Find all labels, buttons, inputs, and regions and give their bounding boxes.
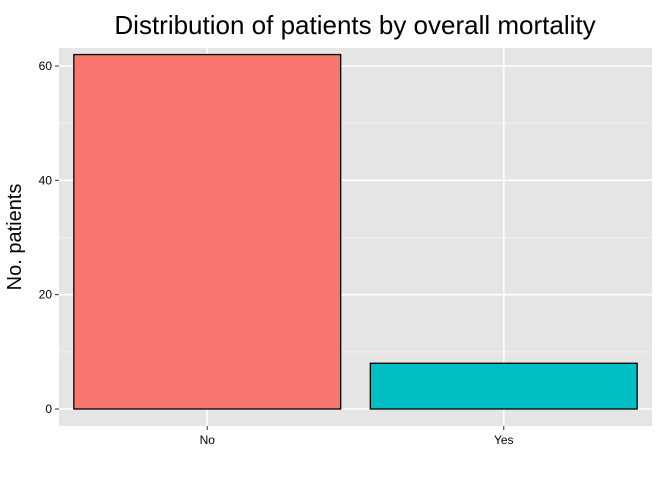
x-tick-label: No <box>200 433 216 447</box>
y-axis-ticks: 0 20 40 60 <box>39 59 59 416</box>
y-tick-label: 20 <box>39 288 53 302</box>
y-tick-label: 40 <box>39 173 53 187</box>
x-axis-ticks: No Yes <box>200 426 514 447</box>
y-axis-label: No. patients <box>4 184 26 291</box>
bar-no <box>73 53 342 410</box>
x-tick-label: Yes <box>494 433 514 447</box>
chart-title: Distribution of patients by overall mort… <box>114 10 595 40</box>
y-tick-label: 0 <box>45 402 52 416</box>
bars <box>73 53 638 410</box>
y-tick-label: 60 <box>39 59 53 73</box>
bar-yes <box>369 362 638 410</box>
